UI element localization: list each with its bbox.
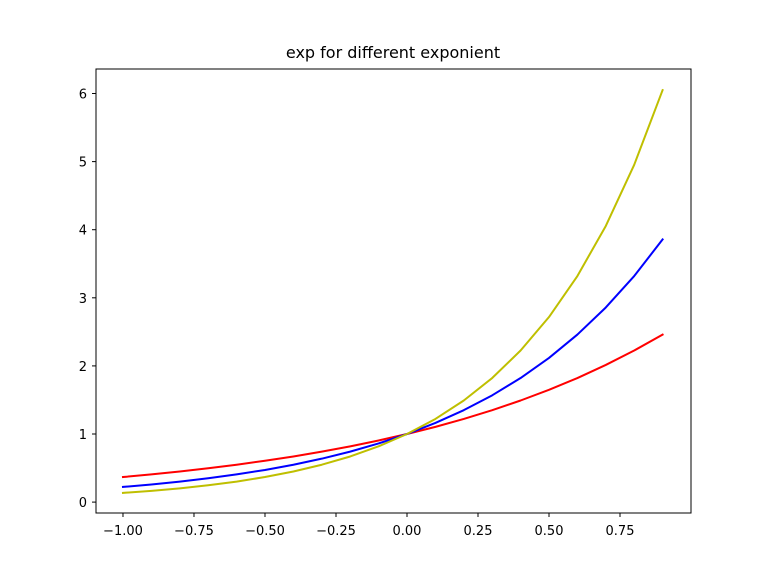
x-tick-label: 0.75 — [606, 524, 635, 539]
x-tick-label: 0.25 — [464, 524, 493, 539]
y-tick-label: 4 — [79, 224, 87, 239]
series-line-2 — [121, 238, 665, 489]
x-tick-label: −0.75 — [174, 524, 214, 539]
series-line-3 — [121, 88, 664, 494]
x-tick-label: 0.50 — [535, 524, 564, 539]
series-line-1 — [121, 333, 664, 479]
x-tick-label: −0.25 — [316, 524, 356, 539]
y-axis: 0 1 2 3 4 5 6 — [79, 88, 96, 511]
plot-frame — [95, 68, 692, 514]
y-tick-label: 5 — [79, 156, 87, 171]
y-tick-label: 3 — [79, 292, 87, 307]
series-layer — [121, 88, 665, 494]
x-tick-label: −1.00 — [103, 524, 143, 539]
y-tick-label: 6 — [79, 88, 87, 103]
y-tick-label: 2 — [79, 360, 87, 375]
y-tick-label: 0 — [79, 496, 87, 511]
x-tick-label: 0.00 — [393, 524, 422, 539]
x-tick-label: −0.50 — [245, 524, 285, 539]
x-axis: −1.00 −0.75 −0.50 −0.25 0.00 0.25 0.50 0.75 — [103, 513, 634, 539]
y-tick-label: 1 — [79, 428, 87, 443]
chart-title: exp for different exponient — [286, 43, 500, 62]
